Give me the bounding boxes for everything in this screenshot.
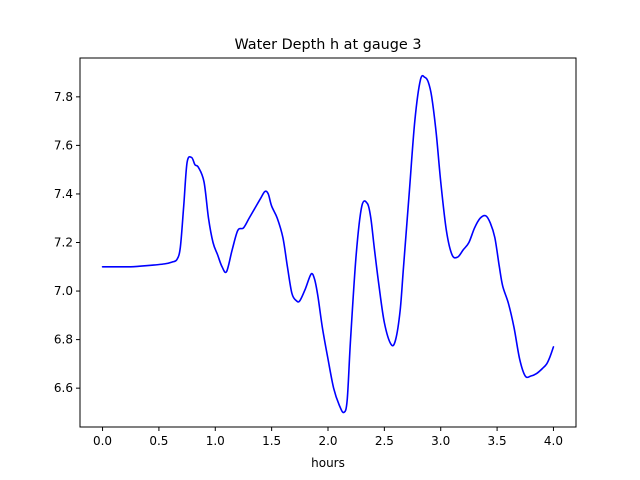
x-tick-label: 1.5 (262, 434, 281, 448)
y-tick-label: 7.6 (54, 138, 73, 152)
plot-area-frame (79, 57, 577, 428)
x-tick-label: 1.0 (206, 434, 225, 448)
y-tick-label: 7.4 (54, 187, 73, 201)
x-tick-label: 2.0 (318, 434, 337, 448)
x-axis-ticks: 0.0 0.5 1.0 1.5 2.0 2.5 3.0 3.5 4.0 (93, 427, 563, 448)
y-tick-label: 7.8 (54, 90, 73, 104)
y-axis-ticks: 6.6 6.8 7.0 7.2 7.4 7.6 7.8 (54, 90, 80, 395)
chart-title: Water Depth h at gauge 3 (234, 37, 421, 53)
y-tick-label: 7.2 (54, 236, 73, 250)
x-tick-label: 3.5 (488, 434, 507, 448)
x-tick-label: 2.5 (375, 434, 394, 448)
x-tick-label: 3.0 (431, 434, 450, 448)
y-tick-label: 6.8 (54, 333, 73, 347)
series-line (101, 74, 555, 414)
y-tick-label: 7.0 (54, 284, 73, 298)
y-tick-label: 6.6 (54, 381, 73, 395)
x-axis-title: hours (311, 456, 345, 470)
x-tick-label: 0.0 (93, 434, 112, 448)
series-layer (101, 74, 555, 414)
x-tick-label: 0.5 (149, 434, 168, 448)
x-tick-label: 4.0 (544, 434, 563, 448)
